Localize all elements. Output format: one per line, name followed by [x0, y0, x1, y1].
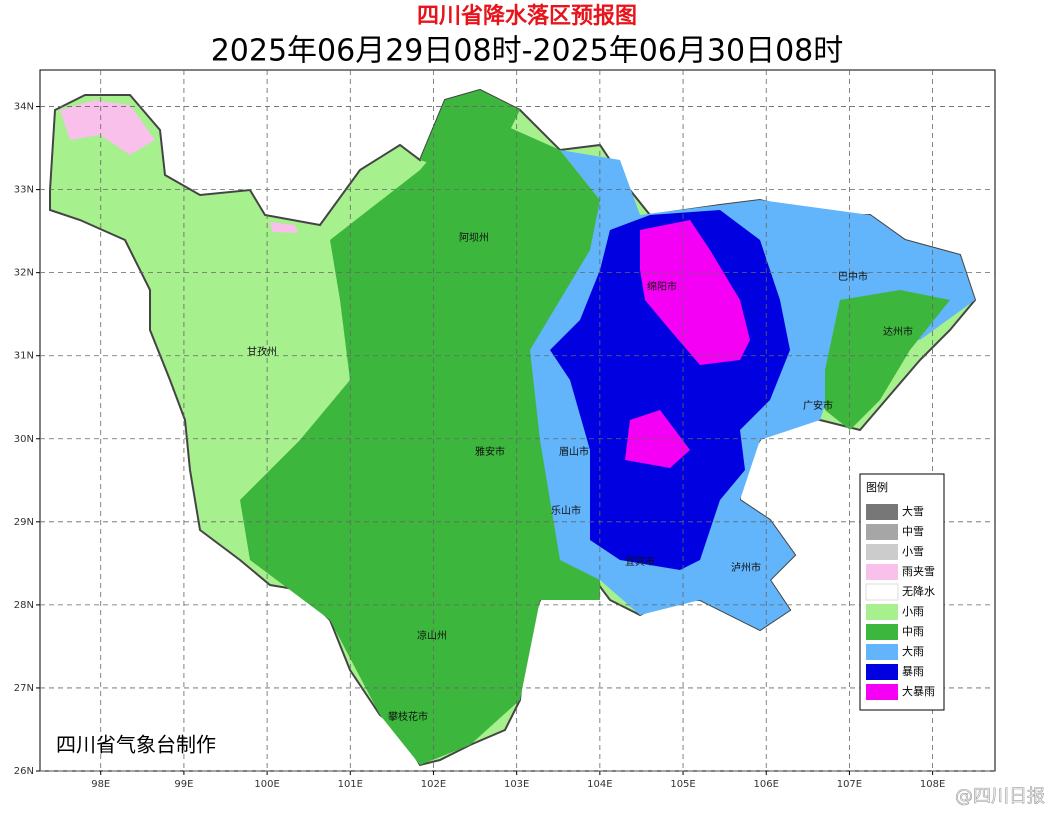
legend-swatch [866, 524, 898, 540]
y-tick-label: 29N [14, 517, 34, 528]
y-tick-label: 26N [14, 766, 34, 777]
legend-label: 暴雨 [902, 665, 924, 678]
heavy-rainstorm [640, 220, 750, 365]
title: 四川省降水落区预报图 [417, 4, 637, 29]
city-label: 乐山市 [551, 504, 581, 517]
moderate-rain [825, 290, 950, 430]
precip-areas [49, 88, 977, 767]
legend-swatch [866, 644, 898, 660]
y-tick-label: 30N [14, 434, 34, 445]
x-tick-label: 107E [837, 779, 862, 790]
y-tick-label: 28N [14, 600, 34, 611]
x-tick-label: 99E [174, 779, 193, 790]
legend-label: 中雪 [902, 525, 924, 538]
legend-label: 雨夹雪 [902, 565, 935, 578]
moderate-rain [240, 110, 600, 765]
city-label: 甘孜州 [247, 345, 277, 358]
x-tick-label: 105E [670, 779, 695, 790]
city-label: 广安市 [803, 399, 833, 412]
x-tick-label: 101E [338, 779, 363, 790]
x-tick-label: 104E [587, 779, 612, 790]
legend-label: 小雨 [902, 605, 924, 618]
legend-label: 小雪 [902, 545, 924, 558]
y-tick-label: 32N [14, 268, 34, 279]
y-tick-label: 31N [14, 351, 34, 362]
legend-label: 大暴雨 [902, 684, 935, 698]
city-labels: 阿坝州 甘孜州 绵阳市 巴中市 达州市 广安市 雅安市 眉山市 乐山市 泸州市 … [247, 232, 913, 723]
heavy-rainstorm [625, 410, 690, 468]
sleet [60, 100, 155, 155]
y-tick-label: 34N [14, 102, 34, 113]
x-tick-label: 103E [504, 779, 529, 790]
legend-swatch [866, 564, 898, 580]
x-tick-label: 106E [754, 779, 779, 790]
sleet [270, 222, 298, 233]
x-tick-label: 108E [920, 779, 945, 790]
y-tick-label: 33N [14, 185, 34, 196]
credit: 四川省气象台制作 [56, 733, 216, 757]
legend-title: 图例 [866, 480, 888, 494]
legend-label: 中雨 [902, 625, 924, 638]
x-tick-label: 100E [254, 779, 279, 790]
city-label: 攀枝花市 [388, 710, 428, 723]
legend-swatch [866, 684, 898, 700]
city-label: 泸州市 [731, 561, 761, 574]
legend-swatch [866, 604, 898, 620]
city-label: 宜宾市 [625, 555, 655, 568]
moderate-rain [420, 90, 520, 170]
legend-label: 无降水 [902, 584, 935, 598]
subtitle: 2025年06月29日08时-2025年06月30日08时 [211, 34, 844, 69]
legend-label: 大雨 [902, 644, 924, 658]
legend-label: 大雪 [902, 504, 924, 518]
legend-swatch [866, 504, 898, 520]
x-tick-label: 102E [421, 779, 446, 790]
legend-swatch [865, 583, 899, 601]
city-label: 雅安市 [475, 445, 505, 458]
city-label: 阿坝州 [459, 232, 489, 244]
legend-swatch [866, 664, 898, 680]
y-tick-label: 27N [14, 683, 34, 694]
graticule: 98E 99E 100E 101E 102E 103E 104E 105E 106E 107E 10… [14, 70, 995, 790]
watermark: @四川日报 [955, 786, 1045, 807]
city-label: 巴中市 [838, 270, 868, 283]
city-label: 凉山州 [417, 629, 447, 642]
city-label: 绵阳市 [647, 280, 677, 293]
legend-swatch [866, 624, 898, 640]
legend-swatch [866, 544, 898, 560]
city-label: 达州市 [883, 325, 913, 338]
city-label: 眉山市 [559, 445, 589, 458]
x-tick-label: 98E [91, 779, 110, 790]
